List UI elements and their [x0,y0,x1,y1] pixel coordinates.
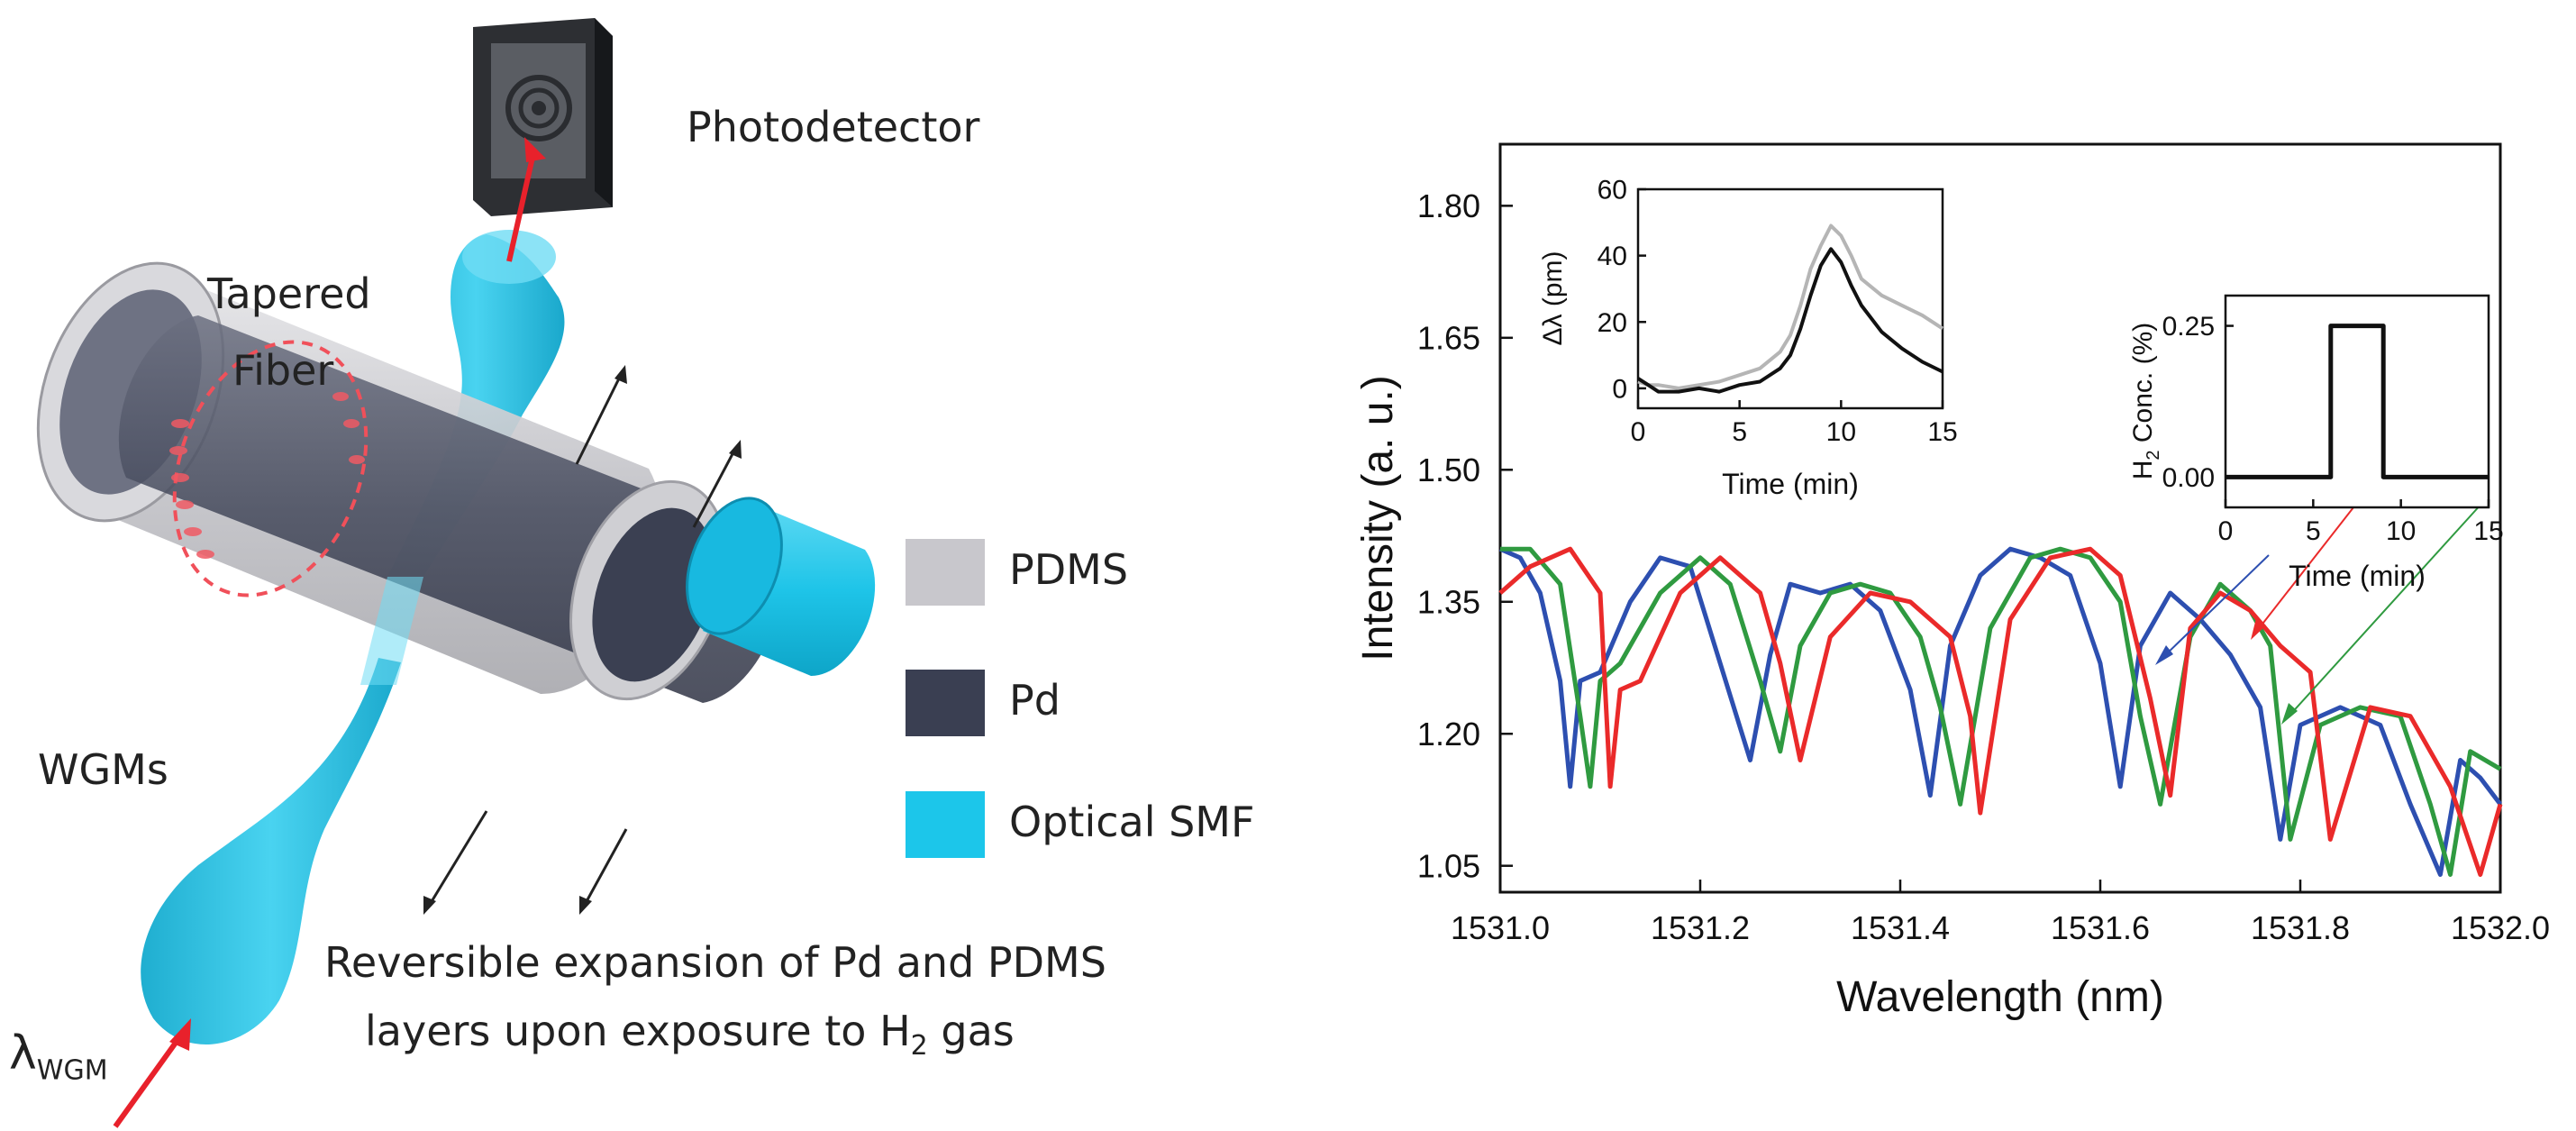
tapered-fiber-lower [141,658,401,1044]
label-wgms: WGMs [38,745,168,794]
light-path-arrows [113,137,546,1128]
legend-label-pdms: PDMS [1009,545,1129,594]
inset-conc-frame [2224,294,2490,509]
legend-label-pd: Pd [1009,676,1060,725]
legend-swatch-pd [906,670,985,736]
series-line-red [1498,546,2503,877]
label-lambda-wgm: λWGM [9,1026,108,1087]
legend-swatch-pdms [906,539,985,606]
x-tick-label: 1531.6 [2051,909,2150,946]
inset-shift-frame [1636,187,1944,410]
label-photodetector: Photodetector [687,103,980,151]
y-tick-label: 1.35 [1417,583,1480,620]
y-tick-label: 40 [1597,242,1627,271]
inset-shift-y-label: Δλ (pm) [1538,251,1568,345]
x-tick-label: 5 [2306,516,2321,546]
x-tick-label: 10 [2386,516,2416,546]
main-x-axis-label: Wavelength (nm) [1836,973,2164,1021]
y-tick-label: 1.65 [1417,319,1480,356]
caption-line1: Reversible expansion of Pd and PDMS [324,938,1106,987]
y-tick-label: 60 [1597,176,1627,205]
y-tick-label: 1.20 [1417,716,1480,752]
x-tick-label: 10 [1826,417,1856,447]
inset-conc-y-label: H2 Conc. (%) [2128,323,2163,480]
annotation-arrows [2155,486,2483,725]
main-chart: 1531.0 1531.2 1531.4 1531.6 1531.8 1532.0 1.05… [1354,142,2550,1021]
schematic [36,18,876,1128]
series-line-blue [1498,546,2502,877]
caption-line2: layers upon exposure to H2 gas [365,1007,1015,1063]
smf-core [686,497,876,677]
x-tick-label: 0 [1631,417,1646,447]
inset-concentration-chart: 0 5 10 15 0.00 0.25 Time (min) H2 Conc. (%) [2128,294,2504,592]
series-line-black [1636,247,1943,394]
wgm-ring [172,340,369,597]
x-tick-label: 15 [2473,516,2503,546]
y-tick-label: 0.00 [2162,463,2215,493]
inset-shift-x-label: Time (min) [1722,468,1859,500]
label-tapered-line2: Fiber [232,346,334,395]
x-tick-label: 1531.2 [1651,909,1750,946]
series-line-black [2226,324,2489,479]
label-tapered-line1: Tapered [207,269,371,318]
wgm-field-lobes [169,392,365,559]
x-tick-label: 0 [2218,516,2234,546]
y-tick-label: 20 [1597,308,1627,338]
y-tick-label: 0.25 [2162,312,2215,342]
series-line-gray [1637,223,1944,390]
y-tick-label: 1.80 [1417,187,1480,224]
legend-label-smf: Optical SMF [1009,798,1255,846]
photodetector-device [473,18,613,216]
expansion-arrows [423,365,742,915]
y-tick-label: 0 [1612,374,1627,404]
x-tick-label: 1531.8 [2251,909,2350,946]
x-tick-label: 1531.4 [1851,909,1950,946]
x-tick-label: 15 [1927,417,1957,447]
x-tick-label: 5 [1732,417,1747,447]
x-tick-label: 1531.0 [1451,909,1550,946]
legend-swatch-smf [906,791,985,858]
inset-conc-x-label: Time (min) [2289,560,2426,592]
main-y-axis-label: Intensity (a. u.) [1354,375,1402,661]
y-tick-label: 1.50 [1417,451,1480,488]
main-chart-frame [1498,142,2502,894]
x-tick-label: 1532.0 [2451,909,2550,946]
inset-shift-chart: 0 5 10 15 0 20 40 60 Time (min) Δλ (pm) [1538,176,1958,501]
series-line-green [1500,546,2502,877]
y-tick-label: 1.05 [1417,847,1480,884]
